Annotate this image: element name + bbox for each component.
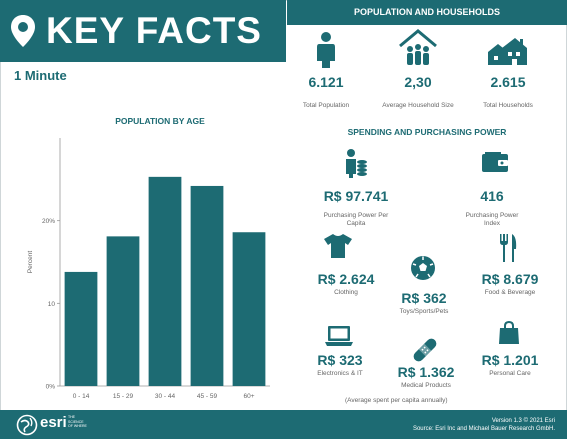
population-banner [287,0,567,25]
key-facts-banner [0,0,286,62]
soccer-ball-icon [411,256,435,280]
electronics-value: R$ 323 [317,352,363,368]
bar-014 [64,271,98,386]
y-tick-label: 20% [42,218,55,225]
page-subtitle: 1 Minute [14,68,67,83]
footer [0,410,567,439]
x-tick-label: 30 - 44 [155,393,176,400]
food-value: R$ 8.679 [481,271,539,287]
location-pin-icon [11,15,35,47]
toys-label: Toys/Sports/Pets [399,308,449,315]
population-title: POPULATION AND HOUSEHOLDS [353,7,500,17]
personal-care-label: Personal Care [489,370,531,377]
medical-value: R$ 1.362 [397,364,455,380]
household-size-value: 2,30 [404,74,432,90]
bandage-icon [413,338,437,362]
population-by-age-chart: 0% 10 20% Percent 0 - 14 15 - 29 30 - 44 45 - 5… [27,138,270,400]
electronics-label: Electronics & IT [317,370,363,377]
spending-note: (Average spent per capita annually) [345,397,448,404]
person-icon [317,32,335,68]
footer-source: Source: Esri Inc and Michael Bauer Resea… [412,426,555,432]
purchasing-index-value: 416 [480,188,504,204]
y-axis-label: Percent [27,251,34,274]
spending-title: SPENDING AND PURCHASING POWER [347,127,507,137]
medical-label: Medical Products [401,382,451,389]
purchasing-index-label: Purchasing Power Index [465,212,519,227]
shopping-bag-icon [499,321,519,344]
household-size-label: Average Household Size [382,102,454,109]
x-tick-label: 60+ [243,393,254,400]
total-households-label: Total Households [483,102,533,109]
esri-tagline: THE SCIENCE OF WHERE [68,415,87,428]
clothing-label: Clothing [334,289,358,296]
y-tick-label: 10 [48,301,56,308]
x-tick-label: 0 - 14 [73,393,90,400]
bar-1529 [106,236,140,386]
toys-value: R$ 362 [401,290,447,306]
personal-care-value: R$ 1.201 [481,352,539,368]
food-label: Food & Beverage [484,289,536,296]
clothing-value: R$ 2.624 [317,271,375,287]
total-population-label: Total Population [302,102,350,109]
houses-icon [488,38,527,65]
tshirt-icon [324,234,352,258]
total-households-value: 2.615 [490,74,526,90]
page-title: KEY FACTS [46,10,262,51]
bar-60+ [232,232,266,386]
laptop-icon [325,326,353,346]
chart-title: POPULATION BY AGE [115,116,205,126]
esri-globe-icon [16,414,38,436]
purchasing-power-value: R$ 97.741 [323,188,389,204]
total-population-value: 6.121 [308,74,344,90]
purchasing-power-label: Purchasing Power Per Capita [323,212,389,227]
esri-wordmark: esri [40,414,67,431]
x-tick-label: 45 - 59 [197,393,218,400]
fork-knife-icon [500,234,517,262]
footer-version: Version 1.3 © 2021 Esri [491,418,555,424]
bar-3044 [148,176,182,386]
bar-4559 [190,185,224,386]
wallet-icon [482,152,508,172]
person-money-icon [346,149,367,178]
household-icon [399,29,437,65]
y-tick-label: 0% [46,384,56,391]
x-tick-label: 15 - 29 [113,393,134,400]
